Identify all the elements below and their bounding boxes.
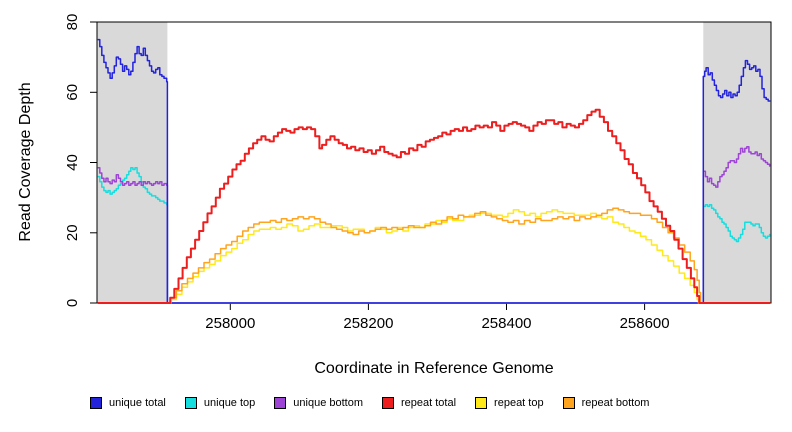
y-tick-label: 80 xyxy=(64,14,81,31)
legend-label: repeat top xyxy=(494,397,544,409)
x-tick-label: 258400 xyxy=(481,315,531,332)
x-tick-label: 258000 xyxy=(205,315,255,332)
y-axis-title: Read Coverage Depth xyxy=(17,82,34,242)
legend-swatch xyxy=(382,397,394,409)
legend-item-unique-total: unique total xyxy=(90,397,166,409)
legend: unique total unique top unique bottom repea… xyxy=(90,397,649,409)
legend-item-repeat-total: repeat total xyxy=(382,397,456,409)
x-tick-label: 258600 xyxy=(620,315,670,332)
legend-item-repeat-top: repeat top xyxy=(475,397,544,409)
legend-label: repeat total xyxy=(401,397,457,409)
legend-item-unique-bottom: unique bottom xyxy=(274,397,363,409)
legend-swatch xyxy=(475,397,488,409)
legend-label: unique top xyxy=(203,397,256,409)
y-tick-label: 40 xyxy=(64,154,81,171)
legend-swatch xyxy=(562,397,575,409)
series-repeat-top xyxy=(97,209,771,304)
legend-label: unique total xyxy=(109,397,166,409)
y-tick-label: 0 xyxy=(64,299,81,307)
legend-label: unique bottom xyxy=(293,397,363,409)
x-axis-title: Coordinate in Reference Genome xyxy=(314,360,554,377)
legend-label: repeat bottom xyxy=(581,397,650,409)
y-tick-label: 60 xyxy=(64,84,81,101)
legend-swatch xyxy=(274,397,287,409)
legend-item-repeat-bottom: repeat bottom xyxy=(562,397,650,409)
series-unique-total xyxy=(97,38,771,304)
y-tick-label: 20 xyxy=(64,224,81,241)
x-tick-label: 258200 xyxy=(343,315,393,332)
legend-item-unique-top: unique top xyxy=(184,397,256,409)
legend-swatch xyxy=(90,397,102,409)
series-repeat-total xyxy=(97,108,771,304)
legend-swatch xyxy=(184,397,197,409)
series-repeat-bottom xyxy=(97,207,771,304)
